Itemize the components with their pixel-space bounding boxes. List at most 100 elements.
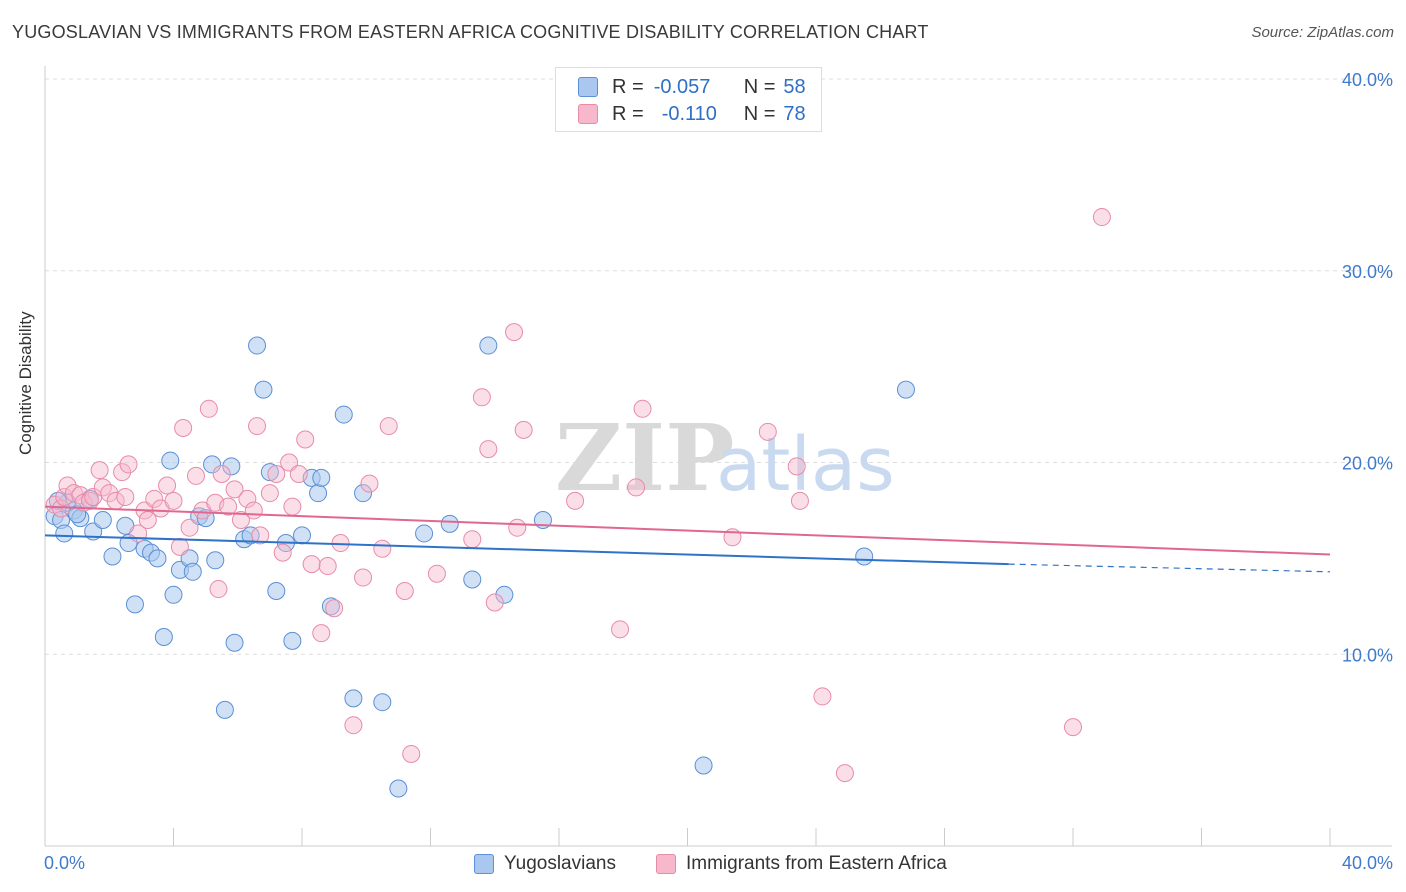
- data-point-yugoslavians: [463, 570, 482, 589]
- data-point-eastern-africa: [116, 488, 135, 507]
- data-point-eastern-africa: [55, 488, 74, 507]
- data-point-yugoslavians: [896, 380, 915, 399]
- data-point-yugoslavians: [389, 779, 408, 798]
- data-point-eastern-africa: [273, 543, 292, 562]
- data-point-eastern-africa: [508, 518, 527, 537]
- data-point-eastern-africa: [180, 518, 199, 537]
- data-point-eastern-africa: [627, 478, 646, 497]
- series-yugoslavians: [45, 336, 915, 798]
- data-point-eastern-africa: [318, 557, 337, 576]
- data-point-eastern-africa: [186, 466, 205, 485]
- data-point-yugoslavians: [267, 581, 286, 600]
- data-point-eastern-africa: [58, 476, 77, 495]
- data-point-yugoslavians: [222, 457, 241, 476]
- chart-title: YUGOSLAVIAN VS IMMIGRANTS FROM EASTERN A…: [12, 22, 929, 42]
- data-point-yugoslavians: [55, 524, 74, 543]
- data-point-eastern-africa: [219, 497, 238, 516]
- legend-r-label: R =: [612, 102, 644, 125]
- legend-n-value: 78: [783, 102, 806, 125]
- data-point-yugoslavians: [283, 631, 302, 650]
- data-point-yugoslavians: [225, 633, 244, 652]
- data-point-yugoslavians: [479, 336, 498, 355]
- data-point-yugoslavians: [321, 597, 340, 616]
- tick-labels: 10.0% 20.0% 30.0% 40.0% 0.0% 40.0%: [44, 70, 1393, 873]
- data-point-eastern-africa: [158, 476, 177, 495]
- data-point-yugoslavians: [248, 336, 267, 355]
- data-point-eastern-africa: [813, 687, 832, 706]
- data-point-eastern-africa: [790, 491, 809, 510]
- data-point-yugoslavians: [161, 451, 180, 470]
- source-credit: Source: ZipAtlas.com: [1251, 24, 1394, 41]
- data-point-yugoslavians: [241, 526, 260, 545]
- data-point-eastern-africa: [225, 480, 244, 499]
- data-point-eastern-africa: [1064, 718, 1082, 737]
- y-axis-label: Cognitive Disability: [16, 311, 35, 455]
- bottom-legend-label: Immigrants from Eastern Africa: [686, 853, 947, 874]
- data-point-eastern-africa: [199, 399, 218, 418]
- data-point-eastern-africa: [472, 388, 491, 407]
- y-tick-label: 30.0%: [1342, 262, 1393, 282]
- data-point-yugoslavians: [354, 484, 373, 503]
- data-point-yugoslavians: [125, 595, 144, 614]
- data-point-eastern-africa: [354, 568, 373, 587]
- data-point-eastern-africa: [212, 465, 231, 484]
- data-point-eastern-africa: [145, 489, 164, 508]
- data-point-yugoslavians: [254, 380, 273, 399]
- data-point-eastern-africa: [360, 474, 379, 493]
- legend-swatch-blue: [578, 77, 598, 97]
- data-point-yugoslavians: [103, 547, 122, 566]
- data-point-eastern-africa: [260, 484, 279, 503]
- data-point-eastern-africa: [267, 465, 286, 484]
- data-point-yugoslavians: [312, 468, 331, 487]
- data-point-yugoslavians: [206, 551, 225, 570]
- data-point-eastern-africa: [209, 580, 228, 599]
- y-tick-label: 20.0%: [1342, 454, 1393, 474]
- series-eastern-africa: [45, 208, 1111, 783]
- data-point-yugoslavians: [203, 455, 222, 474]
- data-point-eastern-africa: [485, 593, 504, 612]
- data-point-yugoslavians: [68, 505, 87, 524]
- correlation-legend: R = -0.057 N = 58 R = -0.110 N = 78: [555, 67, 822, 132]
- data-point-yugoslavians: [440, 514, 459, 533]
- axes: [44, 66, 1392, 847]
- trend-lines: [44, 505, 1331, 573]
- data-point-eastern-africa: [1092, 208, 1111, 227]
- bottom-legend-yugoslavians: Yugoslavians: [474, 851, 616, 877]
- x-tick-label: 40.0%: [1342, 853, 1393, 873]
- bottom-legend-label: Yugoslavians: [504, 853, 616, 874]
- data-point-yugoslavians: [694, 756, 713, 775]
- data-point-yugoslavians: [260, 463, 279, 482]
- watermark: ZIP atlas: [555, 404, 895, 512]
- legend-r-value: -0.057: [653, 75, 711, 98]
- data-point-eastern-africa: [174, 418, 193, 437]
- data-point-yugoslavians: [93, 511, 112, 530]
- data-point-eastern-africa: [231, 511, 250, 530]
- data-point-eastern-africa: [787, 457, 806, 476]
- data-point-yugoslavians: [855, 547, 874, 566]
- data-point-yugoslavians: [293, 526, 311, 545]
- data-point-eastern-africa: [244, 501, 263, 520]
- bottom-legend-swatch-blue: [474, 854, 494, 874]
- legend-row-yugoslavians: R = -0.057 N = 58: [578, 75, 806, 99]
- data-point-yugoslavians: [215, 700, 234, 719]
- data-point-eastern-africa: [379, 417, 398, 436]
- trend-line-eastern-africa: [44, 505, 1331, 556]
- legend-row-eastern-africa: R = -0.110 N = 78: [578, 102, 806, 126]
- data-point-eastern-africa: [344, 716, 363, 735]
- data-point-eastern-africa: [64, 484, 83, 503]
- data-point-yugoslavians: [334, 405, 353, 424]
- data-point-yugoslavians: [373, 693, 392, 712]
- data-point-eastern-africa: [325, 599, 344, 618]
- data-point-eastern-africa: [514, 420, 533, 439]
- data-point-eastern-africa: [758, 422, 777, 441]
- data-point-eastern-africa: [296, 430, 315, 449]
- bottom-legend-swatch-pink: [656, 854, 676, 874]
- data-point-eastern-africa: [463, 530, 482, 549]
- trend-line-yugoslavians: [44, 534, 1009, 566]
- y-tick-label: 10.0%: [1342, 645, 1393, 665]
- data-point-eastern-africa: [479, 440, 498, 459]
- data-point-eastern-africa: [633, 399, 652, 418]
- data-point-eastern-africa: [164, 491, 183, 510]
- x-tick-label: 0.0%: [44, 853, 85, 873]
